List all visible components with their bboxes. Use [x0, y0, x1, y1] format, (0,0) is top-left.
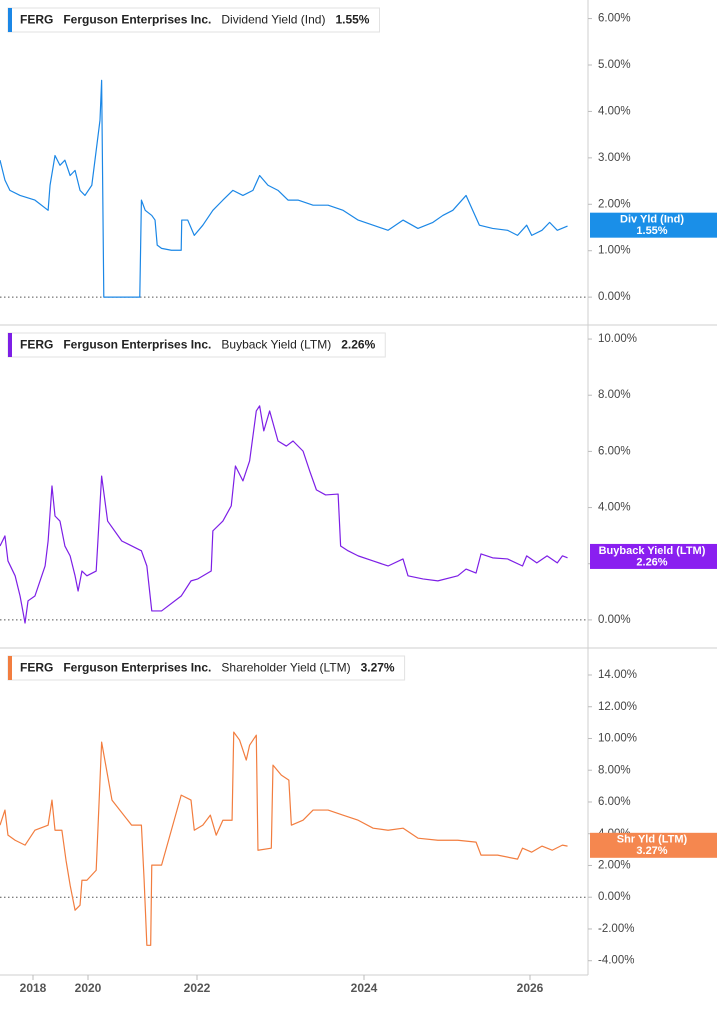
- y-tick-label: -2.00%: [598, 923, 634, 935]
- legend-value: 1.55%: [335, 13, 369, 27]
- legend-series-name: Shareholder Yield (LTM): [221, 661, 350, 675]
- legend-swatch: [8, 8, 12, 32]
- y-tick-label: -4.00%: [598, 955, 634, 967]
- ticker: FERG: [20, 661, 53, 675]
- legend-value: 2.26%: [341, 338, 375, 352]
- value-flag: [590, 212, 717, 238]
- value-flag-value: 2.26%: [636, 556, 667, 568]
- legend: FERG Ferguson Enterprises Inc. Buyback Yie…: [7, 332, 386, 358]
- y-tick-label: 4.00%: [598, 502, 631, 514]
- legend-box: [7, 332, 386, 358]
- legend-series-name: Dividend Yield (Ind): [221, 13, 325, 27]
- y-tick-label: 8.00%: [598, 389, 631, 401]
- y-tick-label: 1.00%: [598, 245, 631, 257]
- y-tick-label: 3.00%: [598, 152, 631, 164]
- x-tick-label: 2020: [75, 981, 102, 995]
- y-tick-label: 6.00%: [598, 13, 631, 25]
- y-tick-label: 5.00%: [598, 59, 631, 71]
- legend-box: [7, 7, 380, 33]
- ticker: FERG: [20, 338, 53, 352]
- legend-value: 3.27%: [361, 661, 395, 675]
- y-tick-label: 2.00%: [598, 860, 631, 872]
- x-tick-label: 2018: [20, 981, 47, 995]
- value-flag: [590, 832, 717, 858]
- value-flag-label: Buyback Yield (LTM): [599, 545, 706, 557]
- legend-swatch: [8, 333, 12, 357]
- value-flag-value: 3.27%: [636, 845, 667, 857]
- legend: FERG Ferguson Enterprises Inc. Dividend Yi…: [7, 7, 380, 33]
- y-tick-label: 0.00%: [598, 891, 631, 903]
- value-flag-value: 1.55%: [636, 225, 667, 237]
- series-line: [0, 405, 568, 624]
- company: Ferguson Enterprises Inc.: [63, 661, 211, 675]
- company: Ferguson Enterprises Inc.: [63, 13, 211, 27]
- legend-series-name: Buyback Yield (LTM): [221, 338, 331, 352]
- y-tick-label: 4.00%: [598, 105, 631, 117]
- x-tick-label: 2026: [517, 981, 544, 995]
- y-tick-label: 0.00%: [598, 291, 631, 303]
- y-tick-label: 6.00%: [598, 796, 631, 808]
- y-tick-label: 0.00%: [598, 614, 631, 626]
- value-flag-label: Div Yld (Ind): [620, 214, 684, 226]
- legend: FERG Ferguson Enterprises Inc. Shareholder…: [7, 655, 406, 681]
- y-tick-label: 10.00%: [598, 333, 637, 345]
- y-tick-label: 2.00%: [598, 198, 631, 210]
- company: Ferguson Enterprises Inc.: [63, 338, 211, 352]
- y-tick-label: 14.00%: [598, 669, 637, 681]
- legend-swatch: [8, 656, 12, 680]
- x-tick-label: 2022: [184, 981, 211, 995]
- y-tick-label: 8.00%: [598, 764, 631, 776]
- y-tick-label: 6.00%: [598, 445, 631, 457]
- ticker: FERG: [20, 13, 53, 27]
- value-flag-label: Shr Yld (LTM): [617, 834, 688, 846]
- y-tick-label: 12.00%: [598, 701, 637, 713]
- value-flag: [590, 543, 717, 569]
- legend-box: [7, 655, 406, 681]
- x-tick-label: 2024: [351, 981, 378, 995]
- series-line: [0, 79, 568, 298]
- series-line: [0, 731, 568, 946]
- y-tick-label: 10.00%: [598, 733, 637, 745]
